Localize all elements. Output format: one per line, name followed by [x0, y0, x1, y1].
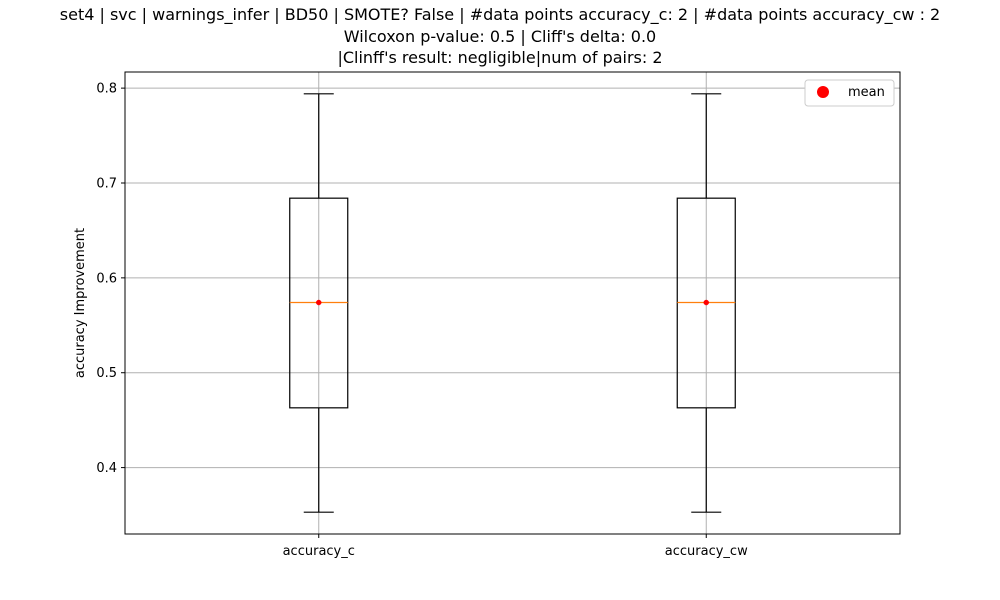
- chart-title-line-2: Wilcoxon p-value: 0.5 | Cliff's delta: 0…: [343, 27, 657, 46]
- y-tick-label: 0.6: [96, 271, 117, 286]
- axis-ticks: 0.4 0.5 0.6 0.7 0.8 accuracy_c accuracy_cw: [96, 82, 748, 559]
- y-axis-label: accuracy Improvement: [73, 228, 88, 378]
- mean-marker: [703, 299, 709, 306]
- box-plot-marks: [289, 93, 736, 513]
- legend-box: [804, 79, 895, 107]
- y-tick-label: 0.8: [96, 82, 117, 97]
- x-tick-label: accuracy_c: [283, 544, 355, 559]
- mean-marker: [316, 299, 322, 306]
- plot-frame: [124, 71, 901, 535]
- legend-mean-marker: [817, 86, 829, 98]
- chart-title-line-3: |Clinff's result: negligible|num of pair…: [337, 48, 663, 67]
- y-tick-label: 0.7: [96, 176, 117, 191]
- y-tick-label: 0.5: [96, 366, 117, 381]
- legend: mean: [804, 79, 895, 107]
- box-accuracy_cw: [676, 93, 736, 513]
- grid-lines: [125, 72, 900, 534]
- legend-mean-label: mean: [848, 85, 885, 100]
- box-accuracy_c: [289, 93, 349, 513]
- x-tick-label: accuracy_cw: [665, 544, 748, 559]
- y-tick-label: 0.4: [96, 461, 117, 476]
- chart-title-line-1: set4 | svc | warnings_infer | BD50 | SMO…: [59, 5, 941, 24]
